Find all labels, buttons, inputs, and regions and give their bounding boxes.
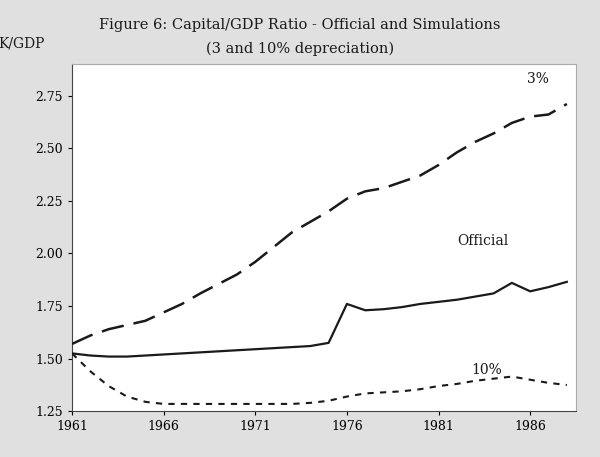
Text: 3%: 3% [527,72,548,86]
Text: Figure 6: Capital/GDP Ratio - Official and Simulations: Figure 6: Capital/GDP Ratio - Official a… [99,18,501,32]
Text: (3 and 10% depreciation): (3 and 10% depreciation) [206,41,394,55]
Y-axis label: K/GDP: K/GDP [0,36,45,50]
Text: Official: Official [457,234,508,248]
Text: 10%: 10% [472,363,502,377]
